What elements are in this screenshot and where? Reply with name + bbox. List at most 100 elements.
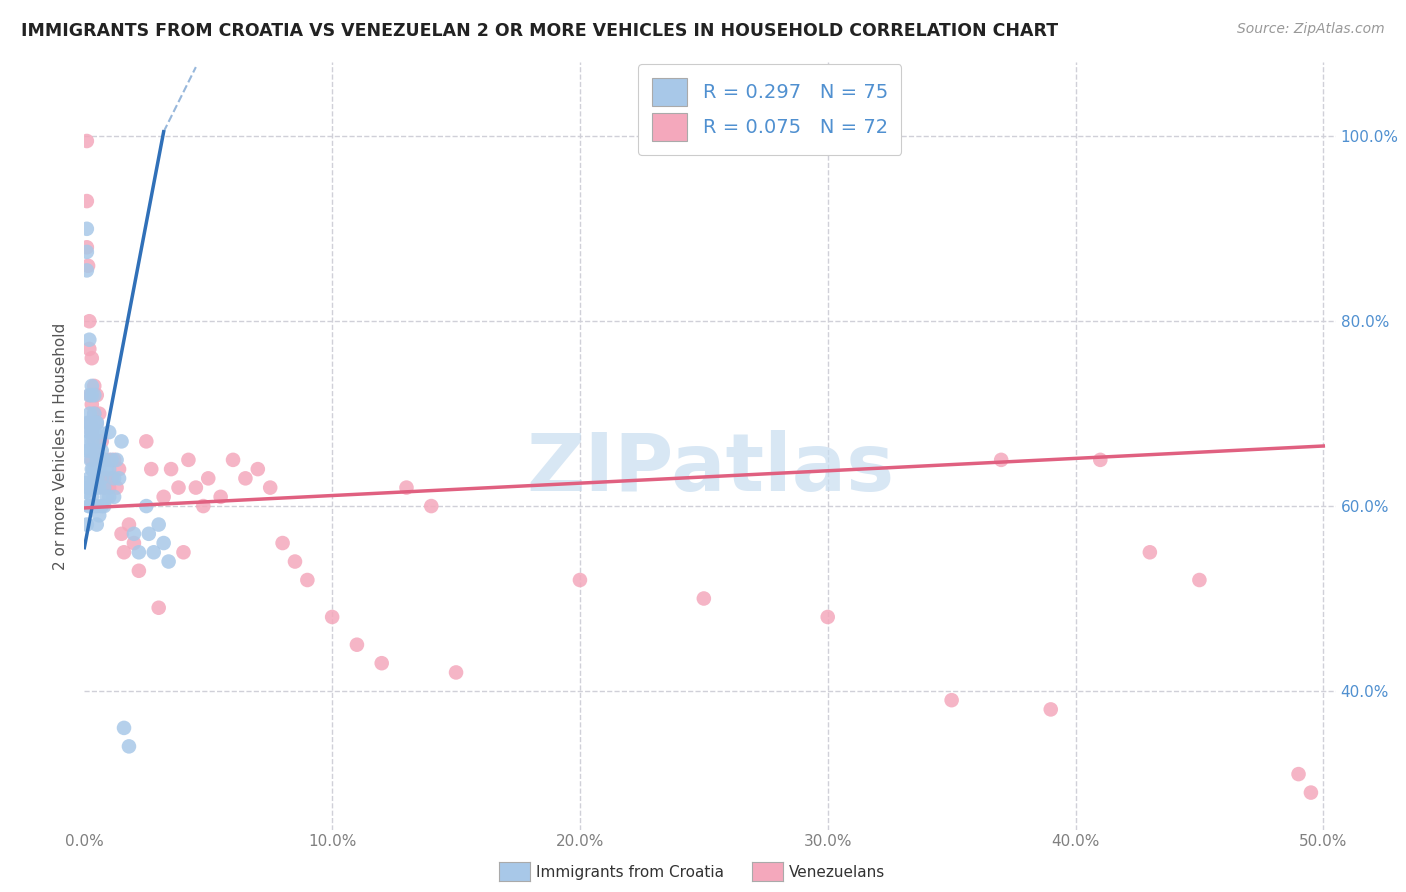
Point bbox=[110, 526, 132, 541]
Point bbox=[86, 443, 108, 458]
Point bbox=[184, 481, 207, 495]
Point bbox=[83, 379, 105, 393]
Point bbox=[98, 453, 121, 467]
Point bbox=[246, 462, 269, 476]
Point bbox=[222, 453, 245, 467]
Point bbox=[83, 388, 105, 402]
Point bbox=[321, 610, 343, 624]
Point bbox=[76, 240, 98, 254]
Point bbox=[172, 545, 194, 559]
Point bbox=[90, 471, 112, 485]
Point bbox=[80, 499, 103, 513]
Point bbox=[79, 388, 101, 402]
Point bbox=[90, 443, 112, 458]
Point bbox=[1090, 453, 1112, 467]
Point bbox=[77, 434, 100, 449]
Point bbox=[76, 222, 98, 236]
Point bbox=[79, 499, 101, 513]
Point bbox=[86, 416, 108, 430]
Point bbox=[89, 462, 111, 476]
Point bbox=[76, 443, 98, 458]
Point bbox=[80, 388, 103, 402]
Point bbox=[167, 481, 190, 495]
Text: Source: ZipAtlas.com: Source: ZipAtlas.com bbox=[1237, 22, 1385, 37]
Point bbox=[93, 453, 115, 467]
Point bbox=[103, 453, 125, 467]
Point bbox=[108, 471, 131, 485]
Point bbox=[112, 721, 135, 735]
Point bbox=[89, 453, 111, 467]
Point bbox=[110, 434, 132, 449]
Point bbox=[395, 481, 418, 495]
Point bbox=[177, 453, 200, 467]
Point bbox=[89, 407, 111, 421]
Point bbox=[96, 490, 118, 504]
Text: Immigrants from Croatia: Immigrants from Croatia bbox=[536, 865, 724, 880]
Point bbox=[89, 425, 111, 439]
Point bbox=[284, 555, 307, 569]
Point bbox=[568, 573, 591, 587]
Point bbox=[86, 388, 108, 402]
Point bbox=[103, 490, 125, 504]
Point bbox=[100, 453, 122, 467]
Legend: R = 0.297   N = 75, R = 0.075   N = 72: R = 0.297 N = 75, R = 0.075 N = 72 bbox=[638, 64, 901, 154]
Point bbox=[118, 739, 141, 754]
Point bbox=[135, 434, 157, 449]
Point bbox=[98, 425, 121, 439]
Point bbox=[1299, 786, 1322, 800]
Point bbox=[89, 508, 111, 523]
Point bbox=[1139, 545, 1161, 559]
Point bbox=[76, 263, 98, 277]
Point bbox=[193, 499, 215, 513]
Point bbox=[80, 351, 103, 366]
Text: Venezuelans: Venezuelans bbox=[789, 865, 884, 880]
Point bbox=[118, 517, 141, 532]
Point bbox=[86, 517, 108, 532]
Point bbox=[80, 462, 103, 476]
Point bbox=[444, 665, 467, 680]
Point bbox=[83, 425, 105, 439]
Point bbox=[79, 333, 101, 347]
Text: IMMIGRANTS FROM CROATIA VS VENEZUELAN 2 OR MORE VEHICLES IN HOUSEHOLD CORRELATIO: IMMIGRANTS FROM CROATIA VS VENEZUELAN 2 … bbox=[21, 22, 1059, 40]
Point bbox=[197, 471, 219, 485]
Text: ZIPatlas: ZIPatlas bbox=[526, 430, 894, 508]
Point bbox=[1288, 767, 1310, 781]
Point bbox=[86, 481, 108, 495]
Point bbox=[420, 499, 443, 513]
Point bbox=[77, 481, 100, 495]
Point bbox=[128, 545, 150, 559]
Point bbox=[76, 517, 98, 532]
Point bbox=[80, 397, 103, 411]
Point bbox=[152, 536, 174, 550]
Point bbox=[209, 490, 232, 504]
Point bbox=[990, 453, 1012, 467]
Point bbox=[79, 407, 101, 421]
Point bbox=[105, 481, 128, 495]
Point bbox=[83, 499, 105, 513]
Point bbox=[84, 462, 107, 476]
Point bbox=[103, 471, 125, 485]
Point bbox=[100, 471, 122, 485]
Point bbox=[86, 471, 108, 485]
Point bbox=[90, 499, 112, 513]
Point bbox=[82, 434, 104, 449]
Point bbox=[76, 416, 98, 430]
Point bbox=[89, 481, 111, 495]
Point bbox=[93, 499, 115, 513]
Point bbox=[152, 490, 174, 504]
Point bbox=[1039, 702, 1062, 716]
Point bbox=[80, 490, 103, 504]
Point bbox=[105, 453, 128, 467]
Point bbox=[148, 600, 170, 615]
Y-axis label: 2 or more Vehicles in Household: 2 or more Vehicles in Household bbox=[53, 322, 69, 570]
Point bbox=[79, 416, 101, 430]
Point bbox=[122, 526, 145, 541]
Point bbox=[93, 453, 115, 467]
Point bbox=[96, 462, 118, 476]
Point bbox=[370, 656, 392, 670]
Point bbox=[79, 453, 101, 467]
Point bbox=[941, 693, 963, 707]
Point bbox=[86, 453, 108, 467]
Point bbox=[138, 526, 160, 541]
Point bbox=[108, 462, 131, 476]
